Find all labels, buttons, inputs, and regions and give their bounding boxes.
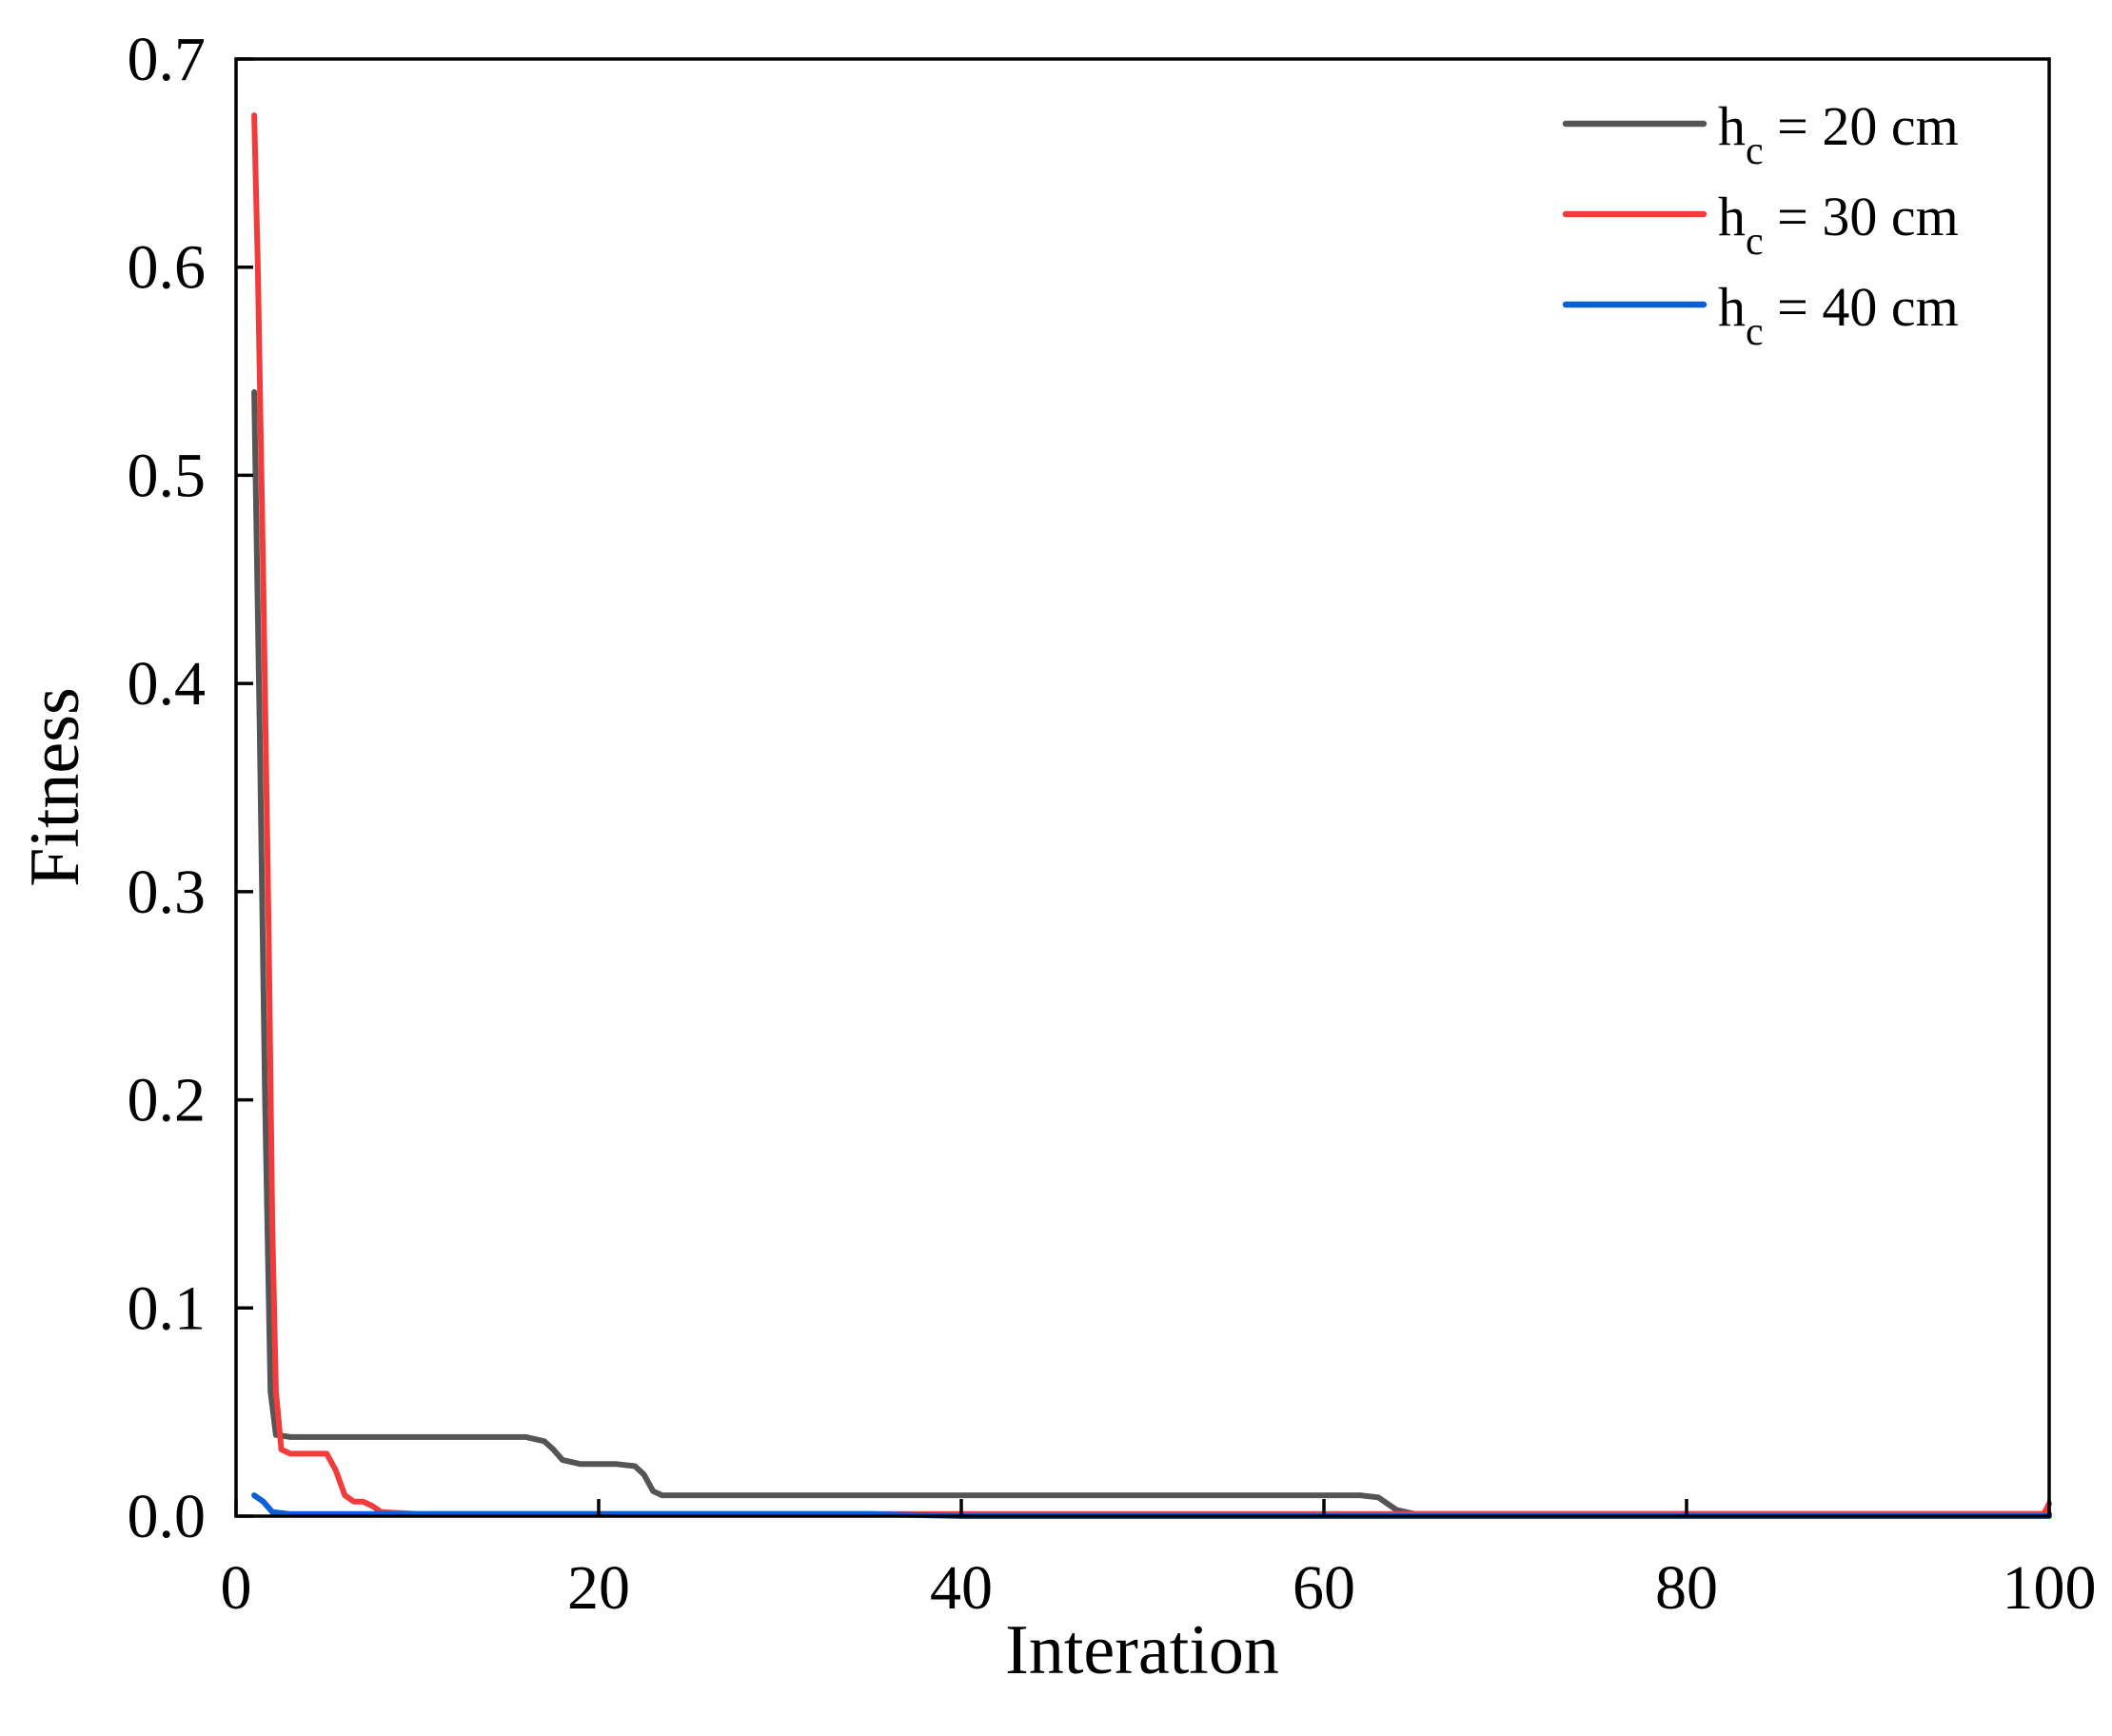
- x-axis-label: Interation: [1005, 1611, 1279, 1689]
- y-axis-label: Fitness: [16, 687, 94, 887]
- y-tick-label: 0.2: [128, 1066, 207, 1135]
- y-tick-label: 0.6: [128, 233, 207, 303]
- y-tick-label: 0.5: [128, 441, 207, 510]
- x-tick-label: 60: [1293, 1553, 1355, 1623]
- legend: hc = 20 cm hc = 30 cm hc = 40 cm: [1562, 95, 1959, 354]
- x-tick-label: 40: [930, 1553, 993, 1623]
- y-tick-label: 0.3: [128, 858, 207, 927]
- y-tick-label: 0.0: [128, 1482, 207, 1551]
- x-tick-label: 20: [567, 1553, 630, 1623]
- y-tick-label: 0.1: [128, 1273, 207, 1343]
- series-line-1: [251, 388, 2052, 1517]
- x-tick-label: 80: [1655, 1553, 1718, 1623]
- y-tick-label: 0.7: [128, 25, 207, 94]
- legend-label-3: hc = 40 cm: [1718, 276, 1959, 354]
- legend-label-1: hc = 20 cm: [1718, 95, 1959, 173]
- legend-label-2: hc = 30 cm: [1718, 186, 1959, 264]
- tick-layer: 0 20 40 60 80 100 0.0 0.1 0.2 0.3 0.4 0.5 0.6 0.7: [128, 25, 2097, 1623]
- plot-frame: [234, 57, 2051, 1518]
- y-tick-label: 0.4: [128, 649, 207, 719]
- x-tick-label: 100: [2003, 1553, 2097, 1623]
- x-tick-label: 0: [221, 1553, 252, 1623]
